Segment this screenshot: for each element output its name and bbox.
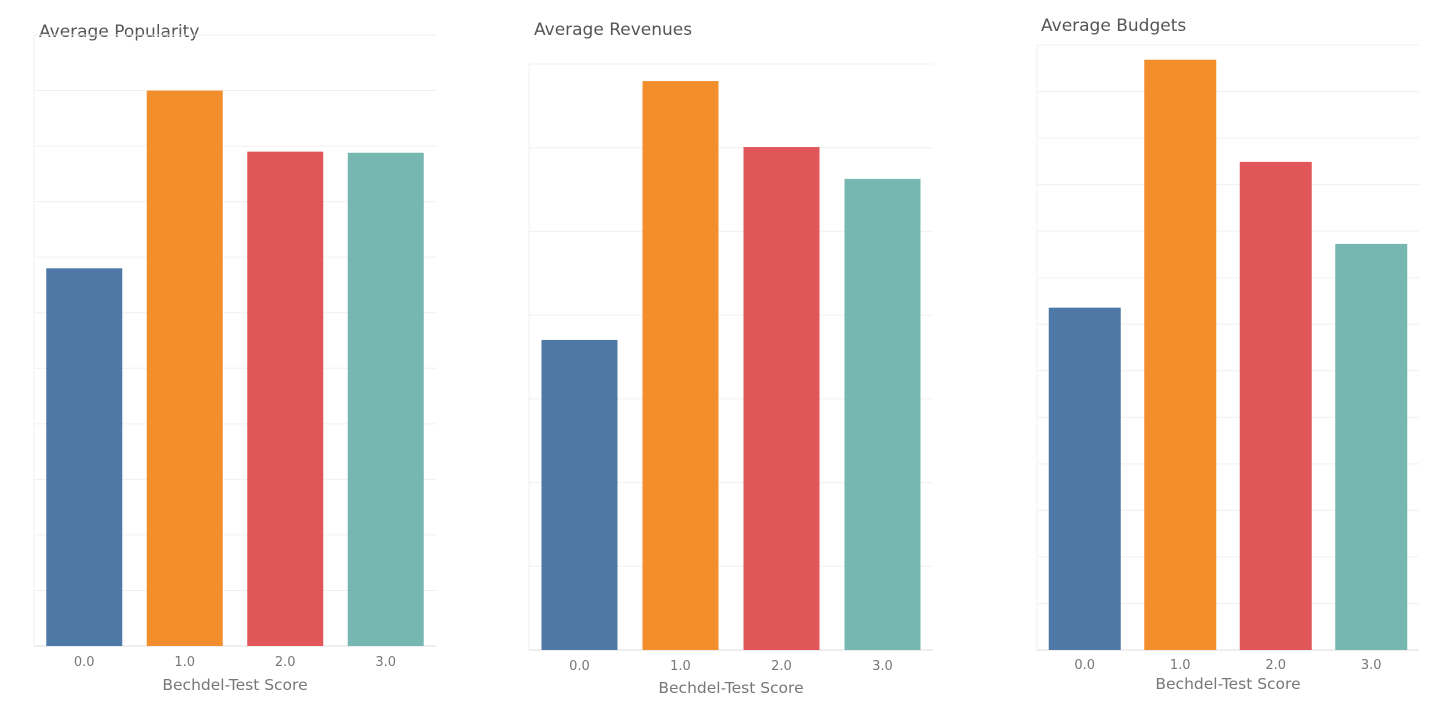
bar-2-0 bbox=[1239, 161, 1312, 650]
x-tick-label: 2.0 bbox=[275, 655, 296, 670]
x-tick-label: 3.0 bbox=[1361, 658, 1382, 673]
x-tick-label: 2.0 bbox=[771, 659, 792, 674]
bar-3-0 bbox=[347, 152, 424, 647]
bar-0-0 bbox=[1048, 307, 1121, 650]
x-axis-label: Bechdel-Test Score bbox=[1155, 675, 1301, 693]
x-axis-label: Bechdel-Test Score bbox=[658, 679, 804, 697]
chart-panel-budgets: Average Budgets 0.0 1.0 2.0 3.0 Bechdel-Tes… bbox=[1000, 0, 1445, 705]
bar-1-0 bbox=[146, 90, 223, 646]
chart-title: Average Revenues bbox=[534, 20, 693, 40]
chart-title: Average Popularity bbox=[39, 22, 200, 42]
x-tick-label: 2.0 bbox=[1265, 658, 1286, 673]
x-tick-label: 3.0 bbox=[375, 655, 396, 670]
bar-chart-revenues: 0.0 1.0 2.0 3.0 bbox=[528, 63, 933, 674]
chart-panel-popularity: Average Popularity 0.0 1.0 2.0 3.0 Bechdel-… bbox=[0, 0, 470, 705]
bar-0-0 bbox=[46, 268, 123, 646]
bar-0-0 bbox=[541, 339, 618, 650]
bar-3-0 bbox=[1335, 243, 1408, 650]
x-tick-label: 0.0 bbox=[74, 655, 95, 670]
x-tick-label: 1.0 bbox=[670, 659, 691, 674]
x-tick-label: 0.0 bbox=[569, 659, 590, 674]
bar-2-0 bbox=[743, 147, 820, 650]
bar-chart-budgets: 0.0 1.0 2.0 3.0 bbox=[1036, 44, 1419, 673]
bar-chart-popularity: 0.0 1.0 2.0 3.0 bbox=[33, 34, 436, 670]
chart-title: Average Budgets bbox=[1041, 16, 1187, 36]
x-tick-label: 0.0 bbox=[1074, 658, 1095, 673]
x-tick-label: 1.0 bbox=[174, 655, 195, 670]
bar-3-0 bbox=[844, 178, 921, 651]
bar-2-0 bbox=[247, 151, 324, 647]
bar-1-0 bbox=[1144, 59, 1217, 650]
x-axis-label: Bechdel-Test Score bbox=[162, 676, 308, 694]
chart-panel-revenues: Average Revenues 0.0 1.0 2.0 3.0 Bechdel-Te… bbox=[495, 0, 965, 705]
x-tick-label: 3.0 bbox=[872, 659, 893, 674]
x-tick-label: 1.0 bbox=[1170, 658, 1191, 673]
bar-1-0 bbox=[642, 81, 719, 650]
